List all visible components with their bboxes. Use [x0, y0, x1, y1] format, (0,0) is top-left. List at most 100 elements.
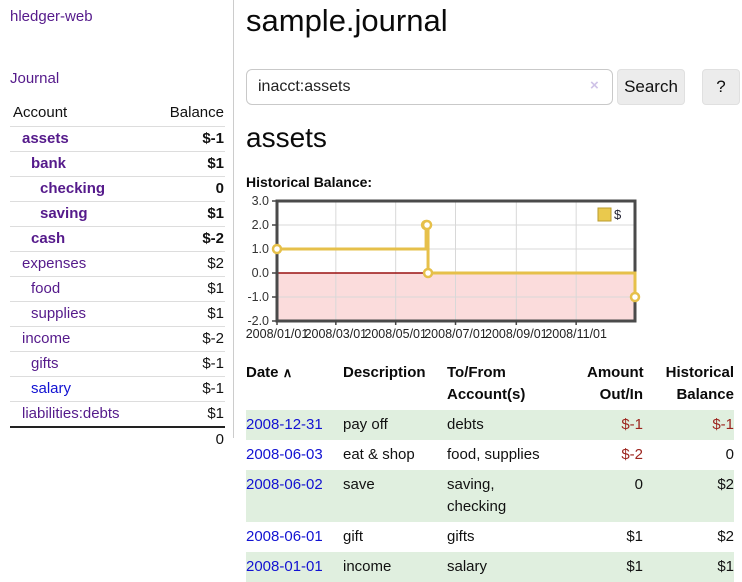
- transaction-amount: 0: [587, 470, 643, 522]
- search-button[interactable]: Search: [617, 69, 685, 105]
- account-link[interactable]: salary: [31, 380, 72, 397]
- account-balance: $2: [150, 251, 225, 277]
- column-header-date[interactable]: Date ∧: [246, 358, 343, 410]
- help-button[interactable]: ?: [702, 69, 740, 105]
- column-header-balance: Historical Balance: [665, 364, 734, 403]
- svg-text:3.0: 3.0: [252, 196, 269, 208]
- column-header-amount: Amount Out/In: [587, 364, 644, 403]
- account-row: saving $1: [10, 201, 225, 227]
- transaction-row: 2008-06-02 save saving, checking 0 $2: [246, 470, 734, 522]
- transaction-balance: $2: [643, 470, 734, 522]
- transaction-accounts: gifts: [447, 528, 475, 545]
- transaction-balance: $1: [643, 552, 734, 582]
- sort-ascending-icon: ∧: [282, 365, 293, 380]
- transaction-description: pay off: [343, 410, 447, 440]
- register-header-row: Date ∧ Description To/From Account(s) Am…: [246, 358, 734, 410]
- transaction-row: 2008-01-01 income salary $1 $1: [246, 552, 734, 582]
- transaction-date-link[interactable]: 2008-01-01: [246, 558, 323, 575]
- account-row: food $1: [10, 276, 225, 302]
- transaction-balance: $2: [717, 528, 734, 545]
- svg-text:2008/03/01: 2008/03/01: [305, 327, 368, 341]
- svg-text:2008/11/01: 2008/11/01: [545, 327, 607, 341]
- app-title-link[interactable]: hledger-web: [10, 8, 93, 25]
- transaction-date-link[interactable]: 2008-06-02: [246, 476, 323, 493]
- account-row: expenses $2: [10, 251, 225, 277]
- transaction-description: save: [343, 470, 447, 522]
- account-row: income $-2: [10, 326, 225, 352]
- column-header-accounts: To/From Account(s): [447, 364, 526, 403]
- account-link[interactable]: expenses: [22, 255, 87, 272]
- account-link[interactable]: cash: [31, 230, 66, 247]
- account-link[interactable]: assets: [22, 130, 69, 147]
- svg-text:0.0: 0.0: [252, 266, 269, 280]
- transaction-date-link[interactable]: 2008-12-31: [246, 416, 323, 433]
- svg-text:-2.0: -2.0: [247, 314, 269, 328]
- account-balance: $1: [150, 276, 225, 302]
- account-balance: $-1: [150, 351, 225, 377]
- account-row: assets $-1: [10, 126, 225, 152]
- accounts-total-value: 0: [150, 426, 225, 452]
- account-balance: $-1: [150, 376, 225, 402]
- transaction-amount: $1: [587, 552, 643, 582]
- account-link[interactable]: food: [31, 280, 61, 297]
- accounts-total-row: 0: [10, 426, 225, 452]
- column-header-description: Description: [343, 364, 426, 381]
- clear-search-icon[interactable]: ×: [590, 77, 599, 94]
- historical-balance-chart: 3.0 2.0 1.0 0.0 -1.0 -2.0 2008/01/01 2008/03/01…: [246, 194, 742, 346]
- transaction-accounts: saving, checking: [447, 470, 587, 522]
- transaction-balance: 0: [725, 446, 734, 463]
- transaction-date-link[interactable]: 2008-06-03: [246, 446, 323, 463]
- account-heading: assets: [246, 122, 327, 153]
- svg-text:-1.0: -1.0: [247, 290, 269, 304]
- account-row: salary $-1: [10, 376, 225, 402]
- account-link[interactable]: checking: [40, 180, 106, 197]
- svg-text:$: $: [614, 207, 622, 222]
- account-link[interactable]: income: [22, 330, 71, 347]
- account-balance: $1: [150, 301, 225, 327]
- transaction-row: 2008-12-31 pay off debts $-1 $-1: [246, 410, 734, 440]
- svg-text:1.0: 1.0: [252, 242, 269, 256]
- transaction-accounts: food, supplies: [447, 446, 540, 463]
- account-balance: $1: [150, 201, 225, 227]
- account-balance: $-1: [150, 126, 225, 152]
- transaction-row: 2008-06-01 gift gifts $1 $2: [246, 522, 734, 552]
- account-balance: $1: [150, 401, 225, 427]
- account-row: gifts $-1: [10, 351, 225, 377]
- svg-text:2.0: 2.0: [252, 218, 269, 232]
- accounts-header-balance: Balance: [169, 104, 224, 121]
- account-row: liabilities:debts $1: [10, 401, 225, 427]
- transaction-accounts: debts: [447, 410, 587, 440]
- transaction-amount: $1: [626, 528, 643, 545]
- account-row: cash $-2: [10, 226, 225, 252]
- account-link[interactable]: supplies: [31, 305, 87, 322]
- transaction-amount: $-2: [621, 446, 643, 463]
- register-table: Date ∧ Description To/From Account(s) Am…: [246, 358, 734, 582]
- transaction-description: income: [343, 552, 447, 582]
- sidebar: hledger-web Journal Account Balance asse…: [0, 0, 234, 452]
- search-input[interactable]: [246, 69, 613, 105]
- account-row: supplies $1: [10, 301, 225, 327]
- accounts-table: Account Balance assets $-1 bank $1 check…: [10, 100, 225, 452]
- transaction-date-link[interactable]: 2008-06-01: [246, 528, 323, 545]
- account-row: checking 0: [10, 176, 225, 202]
- transaction-description: eat & shop: [343, 446, 415, 463]
- svg-text:2008/05/01: 2008/05/01: [364, 327, 427, 341]
- account-link[interactable]: gifts: [31, 355, 59, 372]
- account-row: bank $1: [10, 151, 225, 177]
- account-link[interactable]: bank: [31, 155, 67, 172]
- date-header-label: Date: [246, 364, 279, 381]
- transaction-row: 2008-06-03 eat & shop food, supplies $-2…: [246, 440, 734, 470]
- account-link[interactable]: saving: [40, 205, 88, 222]
- svg-text:2008/09/01: 2008/09/01: [485, 327, 548, 341]
- sidebar-item-journal[interactable]: Journal: [10, 70, 60, 87]
- account-balance: $-2: [150, 226, 225, 252]
- account-balance: $1: [150, 151, 225, 177]
- transaction-accounts: salary: [447, 552, 587, 582]
- svg-text:2008/07/01: 2008/07/01: [424, 327, 487, 341]
- page-title: sample.journal: [246, 3, 448, 38]
- account-balance: $-2: [150, 326, 225, 352]
- account-link[interactable]: liabilities:debts: [22, 405, 120, 422]
- svg-text:2008/01/01: 2008/01/01: [246, 327, 308, 341]
- accounts-header-account: Account: [13, 104, 68, 121]
- transaction-description: gift: [343, 528, 364, 545]
